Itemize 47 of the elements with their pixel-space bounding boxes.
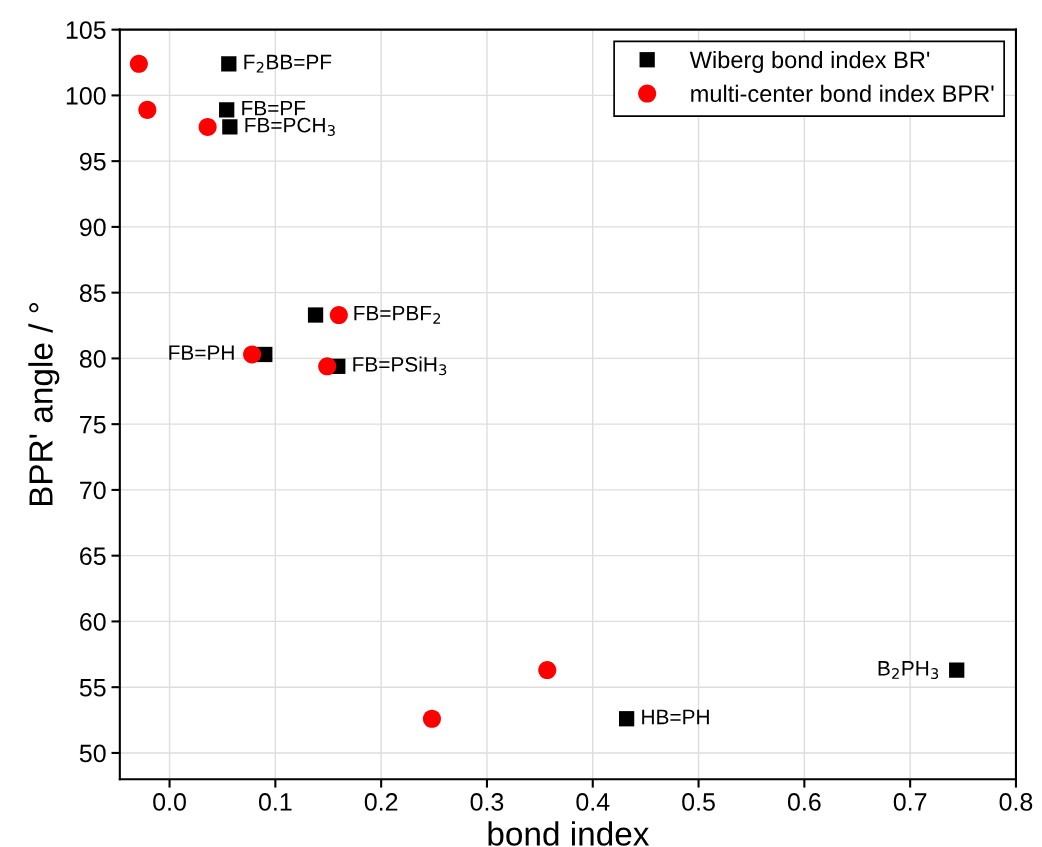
x-tick-label: 0.6 (787, 793, 821, 811)
y-tick-label: 55 (79, 679, 106, 697)
annotation: FB=PBF$_{2}$ (354, 306, 441, 324)
point (618, 711, 635, 727)
y-tick-label: 95 (80, 152, 106, 171)
annotation: FB=PF (242, 100, 306, 116)
legend-label: Wiberg bond index BR' (689, 50, 930, 73)
point (243, 345, 262, 364)
x-tick-label: 0.7 (893, 793, 927, 811)
point (949, 662, 965, 678)
point (219, 102, 235, 118)
point (138, 100, 157, 119)
legend-label: multi-center bond index BPR' (691, 84, 994, 103)
y-tick-label: 75 (80, 416, 106, 434)
x-tick-label: 0.4 (576, 793, 610, 811)
x-tick-label: 0.5 (682, 793, 715, 811)
y-axis-title: BPR' angle / ° (28, 303, 60, 506)
point (307, 307, 324, 323)
point (538, 661, 557, 680)
x-tick-label: 0.1 (258, 793, 292, 811)
x-tick-label: 0.0 (153, 793, 186, 811)
point (422, 709, 441, 728)
y-tick-label: 65 (80, 547, 106, 565)
y-tick-label: 60 (80, 613, 106, 631)
y-tick-label: 80 (79, 350, 106, 368)
annotation: FB=PH (169, 345, 234, 360)
annotation: F$_{2}$BB=PF (244, 54, 332, 73)
point (329, 305, 348, 325)
point (129, 54, 148, 73)
y-tick-label: 100 (66, 87, 106, 105)
y-tick-label: 50 (79, 744, 106, 763)
y-tick-label: 85 (79, 284, 106, 302)
annotation: FB=PCH$_{3}$ (245, 117, 335, 136)
point (198, 117, 217, 136)
annotation: HB=PH (642, 709, 709, 725)
point (318, 357, 337, 376)
point (222, 119, 238, 135)
y-tick-label: 90 (80, 218, 106, 237)
x-tick-label: 0.8 (999, 793, 1033, 811)
x-tick-label: 0.3 (470, 793, 504, 811)
annotation: B$_{2}$PH$_{3}$ (878, 661, 939, 680)
annotation: FB=PSiH$_{3}$ (353, 356, 447, 376)
x-tick-label: 0.2 (364, 793, 398, 811)
y-tick-label: 105 (66, 21, 106, 39)
y-tick-label: 70 (80, 481, 106, 500)
x-axis-title: bond index (488, 821, 650, 846)
point (221, 56, 237, 72)
